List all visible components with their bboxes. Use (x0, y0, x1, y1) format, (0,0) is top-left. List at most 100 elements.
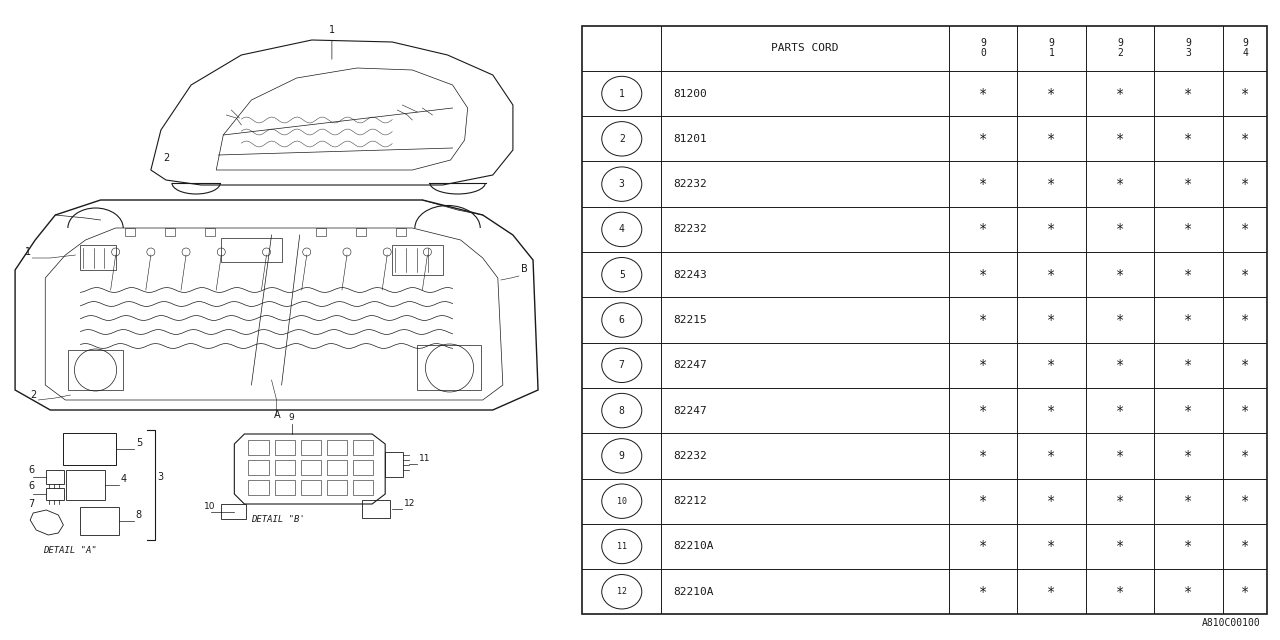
Text: *: * (1184, 358, 1193, 372)
Text: *: * (979, 404, 987, 417)
Text: *: * (1184, 494, 1193, 508)
Bar (248, 460, 269, 475)
Text: *: * (1047, 404, 1056, 417)
Text: *: * (1240, 494, 1249, 508)
Text: A: A (274, 410, 280, 420)
Text: 82232: 82232 (673, 225, 708, 234)
Text: *: * (1184, 540, 1193, 554)
Text: *: * (1116, 494, 1124, 508)
Text: 1: 1 (618, 88, 625, 99)
Text: 6: 6 (618, 315, 625, 325)
Text: *: * (1184, 449, 1193, 463)
Bar (385, 452, 403, 477)
Bar (353, 460, 374, 475)
Text: 81200: 81200 (673, 88, 708, 99)
Text: 2: 2 (31, 390, 36, 400)
Text: 1: 1 (26, 247, 31, 257)
Text: A810C00100: A810C00100 (1202, 618, 1261, 628)
Text: *: * (979, 540, 987, 554)
Text: 9
2: 9 2 (1117, 38, 1123, 58)
Text: 2: 2 (618, 134, 625, 144)
Text: 82210A: 82210A (673, 541, 714, 552)
Bar (275, 440, 294, 455)
Text: *: * (1240, 132, 1249, 146)
Bar (46, 470, 64, 484)
Text: *: * (1184, 268, 1193, 282)
Bar (326, 440, 347, 455)
Text: DETAIL "A": DETAIL "A" (44, 546, 97, 555)
Text: *: * (1116, 86, 1124, 100)
Text: 6: 6 (28, 465, 35, 475)
Text: 82232: 82232 (673, 179, 708, 189)
Bar (64, 433, 115, 465)
Bar (124, 228, 134, 236)
Text: 4: 4 (618, 225, 625, 234)
Text: 6: 6 (28, 481, 35, 491)
Bar (301, 460, 321, 475)
Bar (362, 500, 390, 518)
Text: *: * (979, 268, 987, 282)
Text: *: * (1184, 313, 1193, 327)
Bar (301, 440, 321, 455)
Text: 2: 2 (163, 153, 169, 163)
Text: 12: 12 (617, 588, 627, 596)
Text: *: * (1240, 223, 1249, 236)
Text: 11: 11 (617, 542, 627, 551)
Text: *: * (1184, 404, 1193, 417)
Text: *: * (979, 132, 987, 146)
Text: PARTS CORD: PARTS CORD (772, 44, 838, 53)
Text: *: * (1240, 540, 1249, 554)
Text: 82212: 82212 (673, 496, 708, 506)
Text: 5: 5 (618, 269, 625, 280)
Text: *: * (1184, 585, 1193, 599)
Text: *: * (979, 313, 987, 327)
Text: *: * (1240, 449, 1249, 463)
Text: *: * (1047, 223, 1056, 236)
Text: 82243: 82243 (673, 269, 708, 280)
Bar (316, 228, 326, 236)
Bar (46, 488, 64, 500)
Text: 9
0: 9 0 (980, 38, 986, 58)
Text: *: * (1047, 177, 1056, 191)
Text: B: B (521, 264, 527, 274)
Bar (221, 504, 246, 519)
Bar (165, 228, 175, 236)
Text: *: * (1240, 313, 1249, 327)
Text: 3: 3 (618, 179, 625, 189)
Text: *: * (1116, 449, 1124, 463)
Text: *: * (1116, 177, 1124, 191)
Text: *: * (1047, 358, 1056, 372)
Text: *: * (1047, 268, 1056, 282)
Text: *: * (1116, 540, 1124, 554)
Text: *: * (1184, 223, 1193, 236)
Text: 7: 7 (618, 360, 625, 371)
Text: *: * (979, 494, 987, 508)
Text: *: * (1047, 494, 1056, 508)
Bar (275, 480, 294, 495)
Bar (67, 470, 105, 500)
Bar (326, 460, 347, 475)
Text: *: * (979, 449, 987, 463)
Text: *: * (979, 177, 987, 191)
Text: 3: 3 (157, 472, 163, 482)
Bar (275, 460, 294, 475)
Bar (301, 480, 321, 495)
Text: 9: 9 (289, 413, 294, 422)
Text: 9: 9 (618, 451, 625, 461)
Text: 10: 10 (205, 502, 215, 511)
Text: *: * (1116, 268, 1124, 282)
Bar (248, 440, 269, 455)
Text: *: * (1116, 358, 1124, 372)
Text: 4: 4 (120, 474, 127, 484)
Text: DETAIL "B': DETAIL "B' (251, 515, 305, 524)
Bar (356, 228, 366, 236)
Text: *: * (1116, 313, 1124, 327)
Text: 82215: 82215 (673, 315, 708, 325)
Bar (326, 480, 347, 495)
Text: *: * (1240, 358, 1249, 372)
Bar (81, 507, 119, 535)
Text: 9
4: 9 4 (1242, 38, 1248, 58)
Bar (353, 440, 374, 455)
Text: *: * (1116, 132, 1124, 146)
Text: *: * (1240, 268, 1249, 282)
